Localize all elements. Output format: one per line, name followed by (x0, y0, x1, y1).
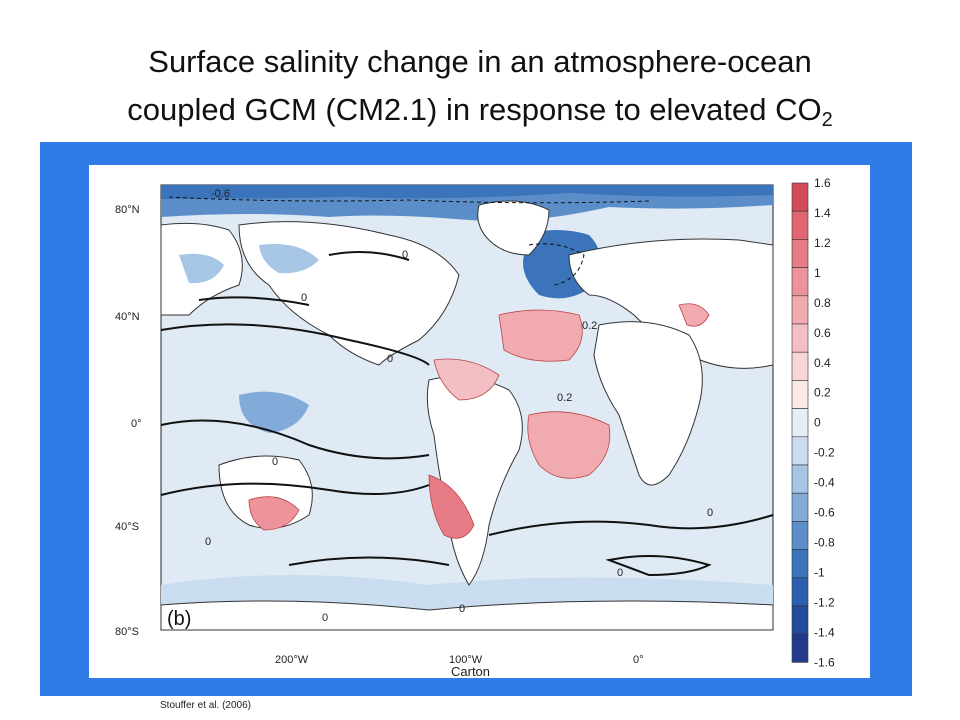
colorbar-label: -1.6 (814, 655, 835, 669)
lon-label: 200°W (275, 654, 309, 666)
contour-label: 0 (205, 536, 211, 548)
colorbar-swatch (791, 239, 809, 268)
contour-label: 0 (301, 292, 307, 304)
eurasia (568, 238, 774, 369)
title-line-1: Surface salinity change in an atmosphere… (148, 44, 812, 79)
south-atlantic-salty (527, 411, 611, 479)
neg-contour-atlantic (528, 243, 585, 286)
contour-label: 0 (387, 353, 393, 365)
colorbar-swatch (791, 295, 809, 325)
colorbar-label: -0.6 (814, 506, 835, 520)
contour-label: 0 (322, 612, 328, 624)
contour-label: 0 (459, 603, 465, 615)
west-pacific-fresh (179, 253, 224, 284)
colorbar-label: 1.4 (814, 206, 831, 220)
colorbar-label: -0.8 (814, 536, 835, 550)
colorbar-label: 1.2 (814, 236, 831, 250)
colorbar-label: 1.6 (814, 176, 831, 190)
zero-contour-kuroshio (198, 296, 310, 306)
colorbar-swatch (791, 521, 809, 550)
colorbar-swatch (791, 633, 809, 663)
caribbean-salty (433, 358, 500, 401)
contour-label: 0.2 (557, 392, 572, 404)
southeast-pacific-salty (428, 474, 475, 539)
lon-label: 0° (633, 654, 644, 666)
colorbar-label: -0.2 (814, 446, 835, 460)
lat-label: 80°N (115, 204, 140, 216)
colorbar-swatch (791, 323, 809, 353)
zero-contour-indian-loop (605, 555, 712, 577)
colorbar-swatch (791, 577, 809, 607)
contour-label: 0 (707, 507, 713, 519)
title-line-2-text: coupled GCM (CM2.1) in response to eleva… (127, 92, 822, 127)
arctic-core (161, 185, 773, 199)
colorbar-swatch (791, 210, 809, 240)
contour-label: 0.2 (582, 320, 597, 332)
zero-contour-southern (488, 514, 774, 536)
watermark-text: Carton (451, 664, 491, 679)
lat-label: 80°S (115, 626, 139, 638)
neg-contour-arctic (168, 196, 650, 204)
colorbar-label: 0.6 (814, 326, 831, 340)
salinity-map: -0.6 0.2 0.2 0 0 0 0 0 0 0 0 0 (b) 80°N … (115, 176, 835, 669)
africa (593, 321, 703, 486)
colorbar-swatch (791, 351, 809, 381)
colorbar: 1.6 1.4 1.2 1 0.8 0.6 0.4 0.2 0 -0.2 -0.4 -0.6 -0.8 -… (791, 176, 835, 669)
colorbar-swatch (791, 182, 809, 212)
colorbar-label: 0.4 (814, 356, 831, 370)
citation: Stouffer et al. (2006) (160, 700, 251, 711)
co2-subscript: 2 (821, 109, 833, 131)
zero-contour-pacific-north (328, 250, 410, 261)
colorbar-swatch (791, 408, 809, 438)
colorbar-swatch (791, 380, 809, 409)
colorbar-label: 0.2 (814, 386, 831, 400)
colorbar-label: -1.4 (814, 625, 835, 639)
colorbar-label: 0.8 (814, 296, 831, 310)
colorbar-label: -0.4 (814, 476, 835, 490)
colorbar-swatch (791, 267, 809, 297)
panel-label: (b) (167, 608, 191, 630)
zero-contour-north (160, 323, 430, 366)
lat-label: 40°S (115, 521, 139, 533)
colorbar-swatch (791, 436, 809, 466)
south-australia-salty (248, 496, 300, 531)
colorbar-swatch (791, 464, 809, 494)
lat-label: 40°N (115, 311, 140, 323)
slide-title: Surface salinity change in an atmosphere… (0, 38, 960, 144)
salinity-map-figure: -0.6 0.2 0.2 0 0 0 0 0 0 0 0 0 (b) 80°N … (89, 165, 870, 679)
contour-label: 0 (617, 567, 623, 579)
colorbar-label: 0 (814, 416, 821, 430)
colorbar-swatch (791, 605, 809, 635)
contour-label: 0 (272, 456, 278, 468)
lon-label: 100°W (449, 654, 483, 666)
colorbar-label: 1 (814, 266, 821, 280)
contour-label: 0 (402, 249, 408, 261)
zero-contour-pacific-south (288, 556, 450, 566)
colorbar-swatch (791, 492, 809, 522)
colorbar-swatch (791, 549, 809, 579)
mediterranean-salty (678, 303, 710, 327)
north-pacific-fresh (259, 244, 319, 274)
zero-contour-south (160, 482, 430, 496)
colorbar-label: -1 (814, 566, 825, 580)
lat-label: 0° (131, 418, 142, 430)
title-line-2: coupled GCM (CM2.1) in response to eleva… (0, 86, 960, 144)
colorbar-label: -1.2 (814, 595, 835, 609)
zero-contour-tropics (160, 419, 430, 460)
contour-label: -0.6 (211, 188, 230, 200)
antarctica (160, 600, 774, 631)
subtropical-atlantic-salty (498, 309, 583, 362)
maritime-continent-fresh (239, 391, 309, 433)
